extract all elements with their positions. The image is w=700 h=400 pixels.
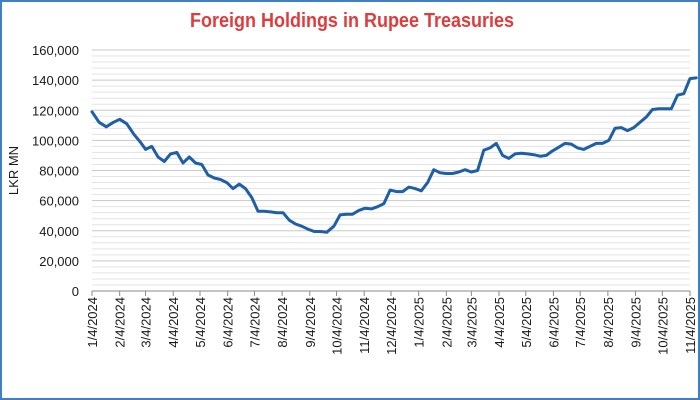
y-tick-label: 80,000 bbox=[39, 164, 79, 179]
y-tick-label: 60,000 bbox=[39, 194, 79, 209]
x-tick-label: 11/4/2025 bbox=[683, 297, 698, 354]
y-tick-label: 120,000 bbox=[32, 103, 79, 118]
x-tick-label: 10/4/2024 bbox=[330, 297, 345, 355]
y-tick-label: 160,000 bbox=[32, 43, 79, 58]
x-tick-label: 10/4/2025 bbox=[655, 297, 670, 355]
x-tick-label: 11/4/2024 bbox=[357, 297, 372, 354]
x-tick-label: 5/4/2024 bbox=[193, 297, 208, 348]
x-tick-label: 9/4/2025 bbox=[629, 297, 644, 348]
x-tick-label: 5/4/2025 bbox=[519, 297, 534, 348]
y-tick-label: 0 bbox=[72, 284, 79, 299]
x-tick-label: 2/4/2024 bbox=[113, 297, 128, 348]
x-tick-label: 4/4/2025 bbox=[492, 297, 507, 348]
x-tick-label: 9/4/2024 bbox=[303, 297, 318, 348]
y-tick-label: 20,000 bbox=[39, 254, 79, 269]
x-tick-label: 8/4/2025 bbox=[601, 297, 616, 348]
y-tick-label: 100,000 bbox=[32, 133, 79, 148]
y-tick-label: 40,000 bbox=[39, 224, 79, 239]
x-tick-label: 3/4/2025 bbox=[464, 297, 479, 348]
x-tick-label: 2/4/2025 bbox=[439, 297, 454, 348]
x-tick-label: 6/4/2025 bbox=[546, 297, 561, 348]
series-line bbox=[90, 76, 698, 234]
chart-title: Foreign Holdings in Rupee Treasuries bbox=[189, 10, 515, 32]
x-tick-label: 7/4/2025 bbox=[573, 297, 588, 348]
x-tick-label: 8/4/2024 bbox=[275, 297, 290, 348]
x-tick-label: 3/4/2024 bbox=[139, 297, 154, 348]
x-tick-label: 1/4/2024 bbox=[85, 297, 100, 348]
y-axis-label: LKR MN bbox=[6, 146, 21, 195]
x-tick-label: 4/4/2024 bbox=[166, 297, 181, 348]
x-tick-label: 12/4/2024 bbox=[384, 297, 399, 355]
y-tick-label: 140,000 bbox=[32, 73, 79, 88]
x-tick-label: 1/4/2025 bbox=[412, 297, 427, 348]
x-tick-label: 6/4/2024 bbox=[221, 297, 236, 348]
x-tick-label: 7/4/2024 bbox=[247, 297, 262, 348]
